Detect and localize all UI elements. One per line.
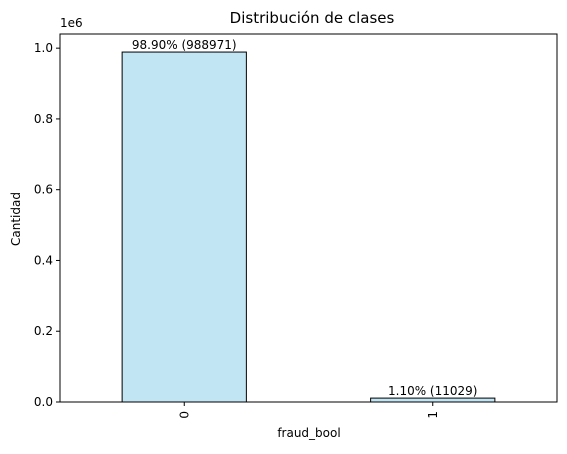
chart-title: Distribución de clases — [230, 9, 395, 27]
data-label: 98.90% (988971) — [132, 38, 237, 52]
y-tick-label: 0.2 — [34, 324, 53, 338]
x-tick-label: 1 — [426, 411, 440, 419]
plot-area: 0.0 0.2 0.4 0.6 0.8 1.0 98.90% (988971) 0 1.10% … — [34, 33, 558, 419]
x-axis-label: fraud_bool — [277, 426, 340, 440]
y-axis-offset-label: 1e6 — [60, 16, 83, 30]
bar — [370, 397, 496, 403]
data-label: 1.10% (11029) — [388, 384, 477, 398]
y-tick-label: 0.0 — [34, 395, 53, 409]
y-tick-label: 1.0 — [34, 41, 53, 55]
y-axis-label: Cantidad — [9, 192, 23, 246]
y-tick-label: 0.4 — [34, 253, 53, 267]
y-tick-label: 0.8 — [34, 112, 53, 126]
plot-frame — [59, 33, 558, 403]
x-tick-label: 0 — [177, 411, 191, 419]
y-tick-label: 0.6 — [34, 183, 53, 197]
bar — [121, 51, 247, 403]
